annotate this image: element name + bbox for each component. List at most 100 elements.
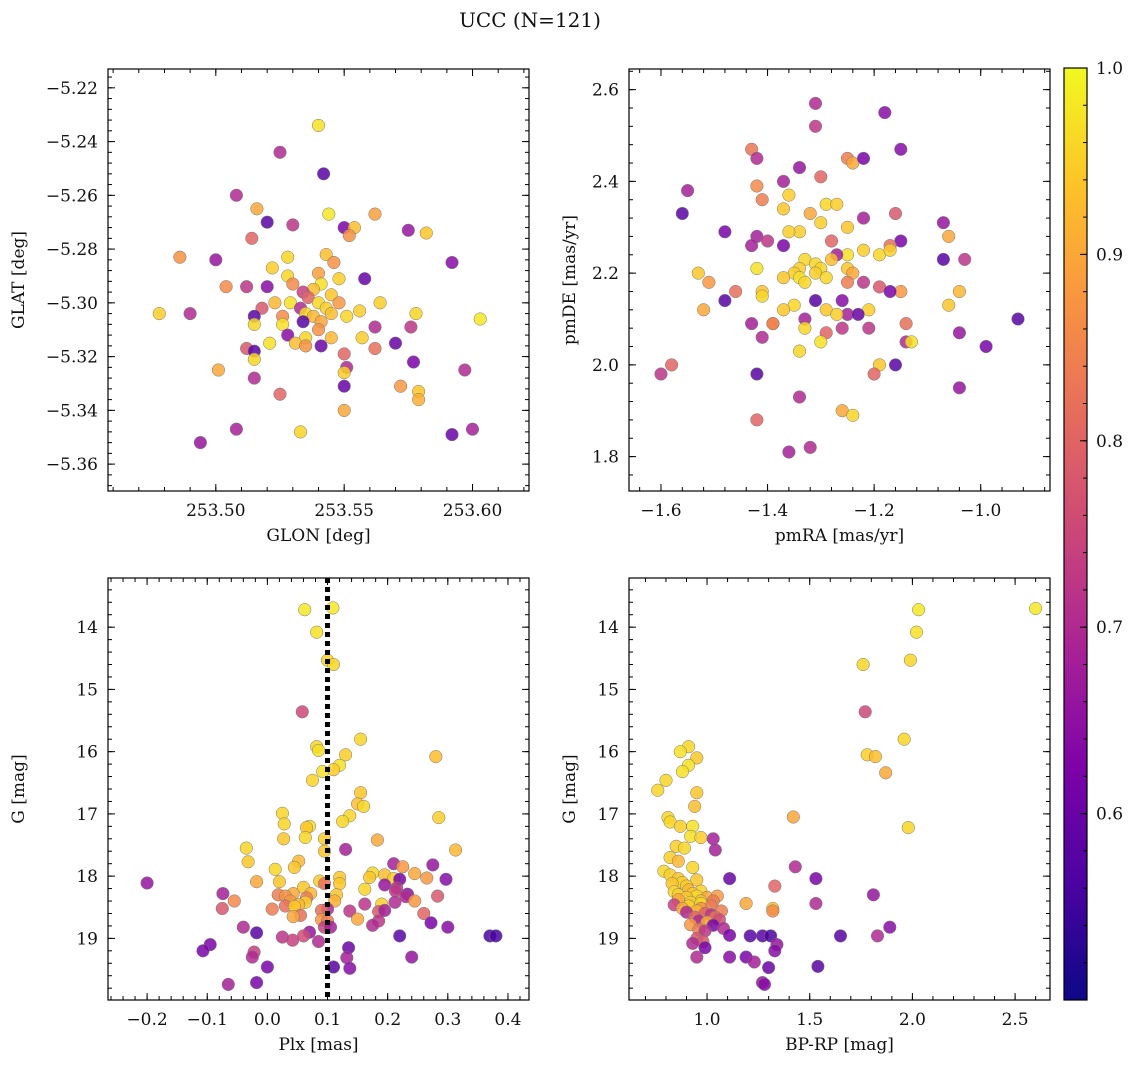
y-axis-label: pmDE [mas/yr] bbox=[560, 215, 580, 345]
data-point bbox=[851, 307, 865, 321]
data-point bbox=[445, 255, 459, 270]
y-tick-label: −5.28 bbox=[46, 240, 98, 260]
x-tick-label: 2.5 bbox=[1002, 1010, 1029, 1030]
data-point bbox=[286, 218, 300, 232]
data-point bbox=[412, 393, 426, 407]
data-point bbox=[339, 748, 353, 762]
data-point bbox=[393, 929, 407, 943]
data-point bbox=[314, 339, 328, 353]
data-point bbox=[651, 783, 665, 797]
data-point bbox=[750, 179, 764, 193]
data-point bbox=[768, 944, 782, 958]
data-point bbox=[432, 811, 446, 825]
data-point bbox=[260, 280, 274, 294]
data-point bbox=[268, 296, 282, 310]
data-point bbox=[766, 904, 780, 918]
axes-frame bbox=[628, 68, 1051, 492]
data-point bbox=[878, 106, 892, 120]
data-point bbox=[229, 188, 243, 202]
data-point bbox=[743, 929, 757, 943]
data-point bbox=[183, 307, 197, 321]
data-point bbox=[747, 955, 761, 969]
data-point bbox=[745, 317, 759, 331]
colorbar-tick-label: 0.9 bbox=[1096, 245, 1123, 265]
data-point bbox=[654, 367, 668, 381]
y-axis-label: G [mag] bbox=[560, 754, 580, 823]
data-point bbox=[690, 950, 704, 964]
data-point bbox=[327, 255, 341, 270]
data-point bbox=[247, 317, 261, 331]
data-point bbox=[694, 830, 708, 845]
data-point bbox=[803, 440, 817, 454]
data-point bbox=[671, 854, 685, 868]
data-point bbox=[979, 339, 993, 354]
data-point bbox=[723, 928, 737, 942]
data-point bbox=[429, 750, 443, 764]
data-point bbox=[677, 841, 691, 855]
data-point bbox=[856, 657, 870, 672]
x-tick-label: −0.2 bbox=[126, 1010, 167, 1030]
data-point bbox=[1029, 601, 1043, 616]
data-point bbox=[909, 625, 924, 639]
data-point bbox=[241, 855, 255, 869]
colorbar-gradient bbox=[1063, 67, 1088, 1001]
data-point bbox=[431, 889, 445, 903]
panel-bottom-right: 1.0 1.5 2.0 2.5 14 15 16 17 18 19 BP-RP [mag] G [ma… bbox=[560, 577, 1051, 1055]
x-axis-label: BP-RP [mag] bbox=[785, 1035, 894, 1055]
data-point bbox=[445, 428, 459, 442]
data-point bbox=[311, 743, 326, 757]
data-point bbox=[281, 250, 295, 264]
data-point bbox=[311, 118, 326, 132]
x-axis-label: pmRA [mas/yr] bbox=[775, 526, 904, 546]
y-axis-label: G [mag] bbox=[9, 754, 29, 823]
data-point bbox=[286, 277, 300, 291]
data-point bbox=[409, 307, 423, 321]
data-point bbox=[858, 705, 872, 719]
data-point bbox=[358, 897, 372, 911]
data-point bbox=[708, 843, 722, 857]
data-point bbox=[439, 872, 453, 886]
y-tick-label: 16 bbox=[76, 743, 98, 763]
data-point bbox=[862, 321, 876, 335]
data-point bbox=[879, 766, 893, 780]
data-point bbox=[311, 934, 326, 949]
data-point bbox=[305, 773, 320, 787]
data-point bbox=[942, 298, 956, 312]
points bbox=[152, 118, 487, 450]
data-point bbox=[295, 705, 309, 719]
colorbar-tick-label: 0.7 bbox=[1096, 618, 1123, 638]
y-tick-label: 2.2 bbox=[592, 264, 619, 284]
data-point bbox=[755, 193, 769, 207]
data-point bbox=[408, 894, 422, 908]
data-point bbox=[819, 271, 833, 285]
data-point bbox=[388, 336, 403, 350]
y-tick-label: 19 bbox=[597, 929, 619, 949]
points bbox=[651, 601, 1043, 991]
data-point bbox=[358, 882, 372, 896]
y-tick-label: 17 bbox=[76, 805, 98, 825]
data-point bbox=[718, 294, 732, 308]
data-point bbox=[404, 320, 418, 334]
x-tick-label: 0.3 bbox=[434, 1010, 461, 1030]
data-point bbox=[702, 275, 716, 289]
data-point bbox=[768, 879, 782, 893]
y-tick-label: −5.32 bbox=[46, 348, 98, 368]
data-point bbox=[856, 151, 871, 165]
data-point bbox=[287, 860, 301, 874]
data-point bbox=[718, 225, 732, 239]
data-point bbox=[299, 339, 313, 353]
data-point bbox=[868, 750, 882, 764]
data-point bbox=[936, 252, 950, 266]
data-point bbox=[324, 288, 338, 302]
data-point bbox=[856, 211, 871, 225]
y-tick-label: −5.22 bbox=[46, 79, 98, 99]
data-point bbox=[465, 422, 480, 436]
data-point bbox=[691, 266, 705, 280]
data-point bbox=[897, 732, 911, 746]
y-tick-label: 14 bbox=[597, 618, 619, 638]
data-point bbox=[824, 234, 839, 248]
data-point bbox=[343, 961, 357, 975]
y-axis-label: GLAT [deg] bbox=[9, 231, 29, 329]
x-tick-label: 253.60 bbox=[443, 501, 502, 521]
